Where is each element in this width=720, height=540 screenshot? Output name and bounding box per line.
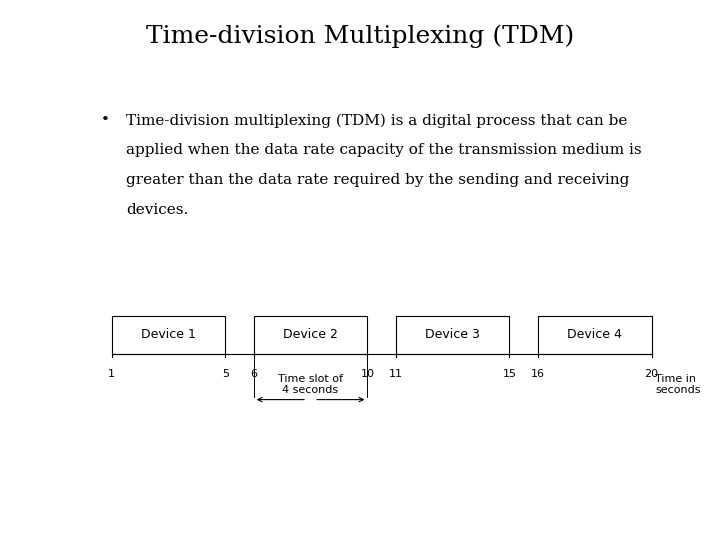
Text: Device 1: Device 1	[141, 328, 196, 341]
Text: 15: 15	[503, 369, 516, 379]
Text: 20: 20	[644, 369, 659, 379]
Text: greater than the data rate required by the sending and receiving: greater than the data rate required by t…	[126, 173, 629, 187]
Text: 16: 16	[531, 369, 545, 379]
Text: Time-division multiplexing (TDM) is a digital process that can be: Time-division multiplexing (TDM) is a di…	[126, 113, 627, 128]
Text: Device 4: Device 4	[567, 328, 622, 341]
Text: applied when the data rate capacity of the transmission medium is: applied when the data rate capacity of t…	[126, 143, 642, 157]
Text: 5: 5	[222, 369, 229, 379]
Bar	[538, 316, 652, 354]
Text: devices.: devices.	[126, 202, 188, 217]
Text: •: •	[101, 113, 109, 127]
Text: Device 3: Device 3	[426, 328, 480, 341]
Text: Time in
seconds: Time in seconds	[655, 374, 701, 395]
Text: 1: 1	[108, 369, 115, 379]
Text: Time-division Multiplexing (TDM): Time-division Multiplexing (TDM)	[146, 24, 574, 48]
Bar	[112, 316, 225, 354]
Text: 6: 6	[251, 369, 257, 379]
Text: Device 2: Device 2	[283, 328, 338, 341]
Bar	[396, 316, 510, 354]
Text: 11: 11	[389, 369, 402, 379]
Text: 10: 10	[361, 369, 374, 379]
Text: Time slot of
4 seconds: Time slot of 4 seconds	[278, 374, 343, 395]
Bar	[253, 316, 367, 354]
